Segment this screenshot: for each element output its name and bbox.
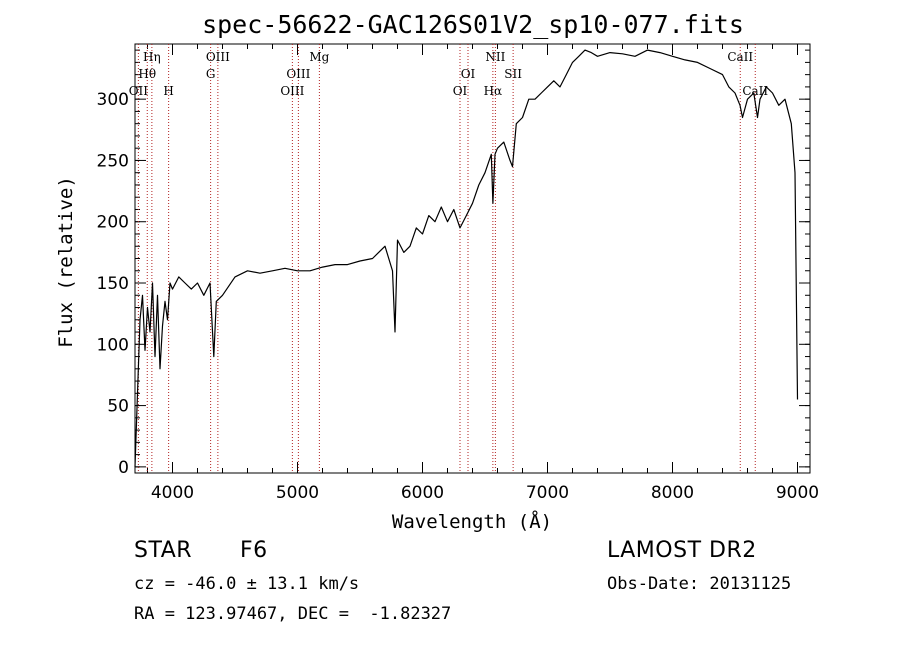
x-axis-label: Wavelength (Å) <box>392 510 552 533</box>
y-tick-label: 50 <box>107 397 129 417</box>
coordinates-readout: RA = 123.97467, DEC = -1.82327 <box>134 604 452 624</box>
spectral-line-label: OII <box>129 84 149 98</box>
y-axis-label: Flux (relative) <box>55 176 77 348</box>
y-tick-label: 150 <box>97 274 129 294</box>
spectral-line-label: OI <box>453 84 468 98</box>
plot-frame <box>134 43 811 474</box>
x-tick-label: 9000 <box>776 483 819 503</box>
spectral-line-label: NII <box>485 50 505 64</box>
spectral-line-label: OIII <box>206 50 230 64</box>
spectral-line-label: G <box>206 67 216 81</box>
spectral-line-label: CaII <box>727 50 753 64</box>
y-tick-label: 250 <box>97 151 129 171</box>
redshift-readout: cz = -46.0 ± 13.1 km/s <box>134 574 360 594</box>
plot-area: 4000 5000 6000 7000 8000 9000 0 50 100 150 200 250 3… <box>97 43 819 503</box>
x-tick-label: 6000 <box>401 483 444 503</box>
spectral-line-label: Hη <box>143 50 161 64</box>
spectral-line-label: SII <box>504 67 522 81</box>
object-class: STAR <box>134 538 193 563</box>
spectral-line-label: Hα <box>484 84 503 98</box>
x-tick-label: 8000 <box>651 483 694 503</box>
survey-name: LAMOST DR2 <box>607 538 757 563</box>
y-tick-label: 300 <box>97 90 129 110</box>
y-tick-label: 100 <box>97 335 129 355</box>
observation-date: Obs-Date: 20131125 <box>607 574 792 594</box>
spectral-line-label: OIII <box>280 84 304 98</box>
spectrum-series-line <box>134 49 799 467</box>
chart-title: spec-56622-GAC126S01V2_sp10-077.fits <box>202 10 744 39</box>
spectral-line-label: Hθ <box>138 67 156 81</box>
object-subclass: F6 <box>240 538 268 563</box>
x-tick-label: 5000 <box>276 483 319 503</box>
spectral-line-label: OI <box>461 67 476 81</box>
spectral-line-label: Mg <box>309 50 329 64</box>
x-tick-label: 7000 <box>526 483 569 503</box>
y-tick-label: 200 <box>97 213 129 233</box>
spectral-line-label: H <box>163 84 173 98</box>
y-tick-label: 0 <box>118 458 129 478</box>
spectral-line-label: OIII <box>286 67 310 81</box>
x-tick-label: 4000 <box>151 483 194 503</box>
